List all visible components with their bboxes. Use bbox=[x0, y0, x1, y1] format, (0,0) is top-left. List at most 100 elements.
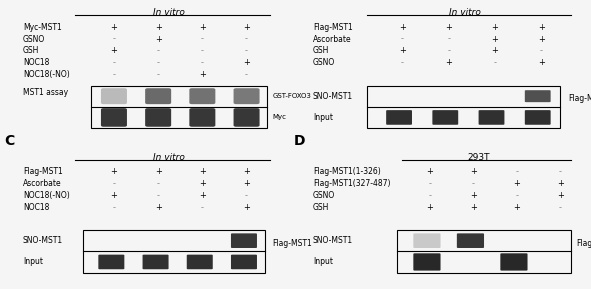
Text: NOC18: NOC18 bbox=[23, 58, 49, 67]
Text: -: - bbox=[447, 47, 450, 55]
Bar bbox=[83, 230, 265, 273]
Text: +: + bbox=[155, 203, 161, 212]
Text: +: + bbox=[155, 167, 161, 176]
Text: +: + bbox=[243, 179, 250, 188]
Text: -: - bbox=[515, 191, 518, 200]
Text: -: - bbox=[157, 71, 160, 79]
Text: +: + bbox=[243, 58, 250, 67]
Text: NOC18: NOC18 bbox=[23, 203, 49, 212]
Text: +: + bbox=[111, 167, 118, 176]
Text: -: - bbox=[472, 179, 475, 188]
Text: -: - bbox=[401, 58, 404, 67]
Text: Flag-MST1(327-487): Flag-MST1(327-487) bbox=[313, 179, 390, 188]
Text: Input: Input bbox=[23, 257, 43, 266]
Text: +: + bbox=[111, 191, 118, 200]
Text: +: + bbox=[445, 23, 452, 32]
Text: Input: Input bbox=[313, 113, 333, 122]
Text: Flag-MST1(1-326): Flag-MST1(1-326) bbox=[313, 167, 381, 176]
Text: +: + bbox=[155, 23, 161, 32]
Text: -: - bbox=[157, 58, 160, 67]
Text: -: - bbox=[558, 203, 561, 212]
Text: +: + bbox=[538, 58, 544, 67]
Text: +: + bbox=[426, 167, 433, 176]
Text: -: - bbox=[428, 191, 431, 200]
Text: +: + bbox=[492, 47, 498, 55]
Text: -: - bbox=[540, 47, 543, 55]
Text: +: + bbox=[513, 179, 520, 188]
Text: In vitro: In vitro bbox=[449, 8, 481, 17]
Text: B: B bbox=[294, 0, 304, 3]
Text: -: - bbox=[157, 179, 160, 188]
Text: SNO-MST1: SNO-MST1 bbox=[313, 236, 353, 245]
Text: A: A bbox=[5, 0, 15, 3]
Text: Flag-MST1: Flag-MST1 bbox=[569, 94, 591, 103]
FancyBboxPatch shape bbox=[413, 253, 440, 271]
FancyBboxPatch shape bbox=[142, 255, 168, 269]
Text: GST-FOXO3: GST-FOXO3 bbox=[272, 93, 311, 99]
Text: -: - bbox=[112, 58, 115, 67]
Text: -: - bbox=[157, 191, 160, 200]
Text: +: + bbox=[492, 34, 498, 44]
Text: +: + bbox=[470, 191, 476, 200]
Text: MST1 assay: MST1 assay bbox=[23, 88, 68, 97]
Text: +: + bbox=[470, 203, 476, 212]
Text: -: - bbox=[112, 34, 115, 44]
Text: Ascorbate: Ascorbate bbox=[313, 34, 352, 44]
FancyBboxPatch shape bbox=[413, 234, 440, 248]
Text: -: - bbox=[515, 167, 518, 176]
Text: -: - bbox=[112, 179, 115, 188]
Text: +: + bbox=[426, 203, 433, 212]
Text: Flag-MST1: Flag-MST1 bbox=[576, 239, 591, 248]
Text: D: D bbox=[294, 134, 305, 148]
Text: In vitro: In vitro bbox=[152, 153, 184, 162]
FancyBboxPatch shape bbox=[231, 234, 257, 248]
Text: GSH: GSH bbox=[23, 47, 40, 55]
FancyBboxPatch shape bbox=[386, 110, 412, 125]
Text: +: + bbox=[199, 23, 206, 32]
Text: -: - bbox=[245, 47, 248, 55]
Text: -: - bbox=[201, 47, 204, 55]
FancyBboxPatch shape bbox=[433, 110, 458, 125]
FancyBboxPatch shape bbox=[501, 253, 528, 271]
Text: +: + bbox=[492, 23, 498, 32]
Text: Flag-MST1: Flag-MST1 bbox=[313, 23, 352, 32]
FancyBboxPatch shape bbox=[145, 88, 171, 104]
Text: -: - bbox=[401, 34, 404, 44]
Bar bbox=[90, 86, 267, 128]
Text: NOC18(-NO): NOC18(-NO) bbox=[23, 191, 70, 200]
Text: GSNO: GSNO bbox=[23, 34, 45, 44]
Text: +: + bbox=[155, 34, 161, 44]
Text: Myc: Myc bbox=[272, 114, 287, 121]
Text: +: + bbox=[199, 179, 206, 188]
FancyBboxPatch shape bbox=[145, 108, 171, 127]
Text: +: + bbox=[199, 71, 206, 79]
Text: +: + bbox=[199, 191, 206, 200]
Text: +: + bbox=[111, 23, 118, 32]
Text: GSH: GSH bbox=[313, 203, 329, 212]
Text: In vitro: In vitro bbox=[152, 8, 184, 17]
FancyBboxPatch shape bbox=[189, 108, 215, 127]
Text: -: - bbox=[493, 58, 496, 67]
FancyBboxPatch shape bbox=[98, 255, 124, 269]
Text: GSNO: GSNO bbox=[313, 191, 335, 200]
Text: -: - bbox=[428, 179, 431, 188]
Text: SNO-MST1: SNO-MST1 bbox=[313, 92, 353, 101]
Text: +: + bbox=[243, 203, 250, 212]
Text: +: + bbox=[243, 23, 250, 32]
Text: 293T: 293T bbox=[467, 153, 490, 162]
FancyBboxPatch shape bbox=[525, 90, 551, 102]
Text: +: + bbox=[470, 167, 476, 176]
Text: -: - bbox=[245, 71, 248, 79]
Text: Ascorbate: Ascorbate bbox=[23, 179, 61, 188]
Text: +: + bbox=[445, 58, 452, 67]
Text: +: + bbox=[399, 23, 406, 32]
Text: SNO-MST1: SNO-MST1 bbox=[23, 236, 63, 245]
Text: +: + bbox=[538, 34, 544, 44]
Text: C: C bbox=[5, 134, 15, 148]
Text: +: + bbox=[513, 203, 520, 212]
FancyBboxPatch shape bbox=[101, 88, 127, 104]
FancyBboxPatch shape bbox=[187, 255, 213, 269]
Text: +: + bbox=[243, 167, 250, 176]
Text: -: - bbox=[201, 58, 204, 67]
Text: NOC18(-NO): NOC18(-NO) bbox=[23, 71, 70, 79]
